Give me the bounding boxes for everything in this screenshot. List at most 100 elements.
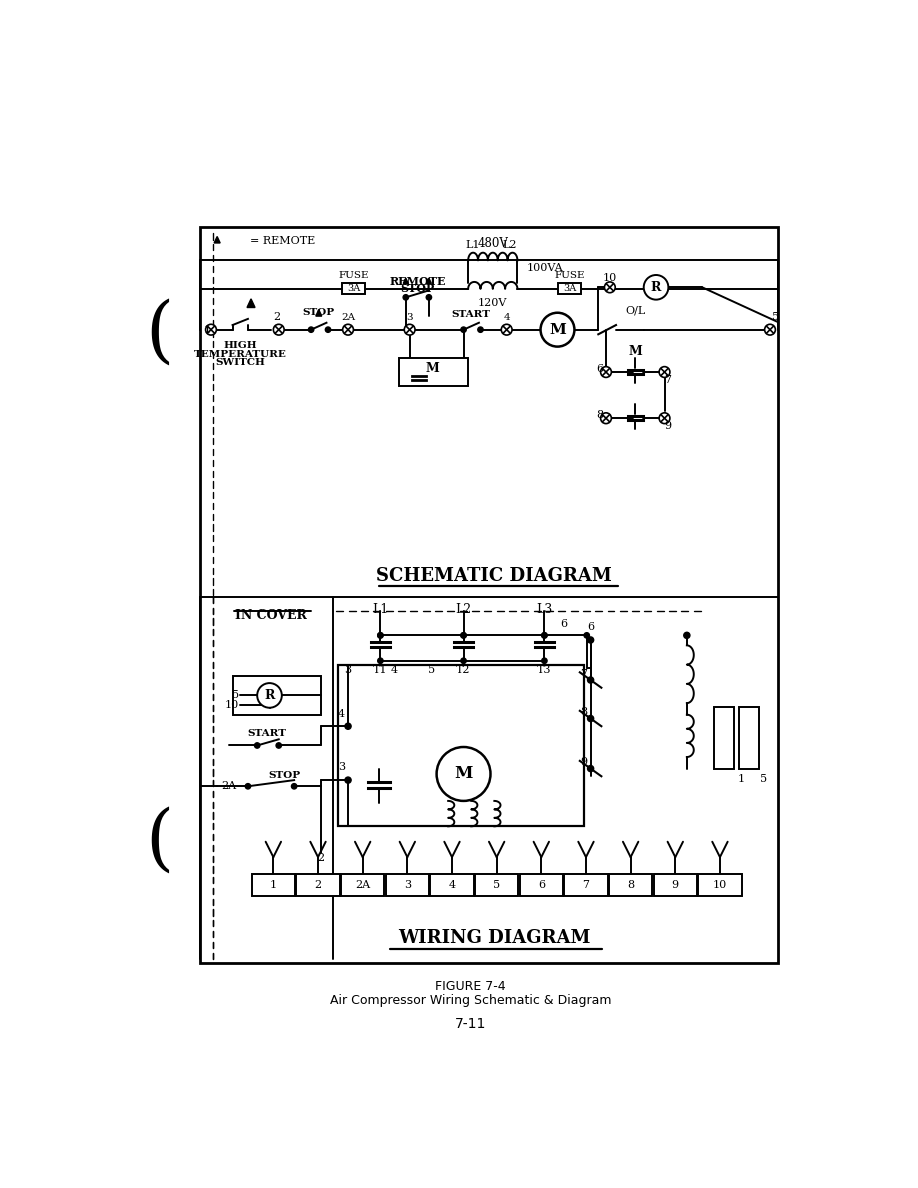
Text: 3A: 3A <box>347 284 360 293</box>
Circle shape <box>276 742 282 748</box>
Text: 120V: 120V <box>478 298 508 308</box>
Bar <box>431 874 474 896</box>
Text: 7-11: 7-11 <box>454 1017 487 1031</box>
Circle shape <box>765 324 776 335</box>
Bar <box>338 664 585 827</box>
Text: T2: T2 <box>456 664 471 675</box>
Text: L1: L1 <box>373 604 388 617</box>
Circle shape <box>403 295 409 301</box>
Circle shape <box>206 324 217 335</box>
Text: 7: 7 <box>580 669 588 678</box>
Circle shape <box>257 683 282 708</box>
Circle shape <box>542 633 547 638</box>
Polygon shape <box>316 310 322 316</box>
Text: T3: T3 <box>537 664 552 675</box>
Text: 2A: 2A <box>355 880 370 890</box>
Text: 9: 9 <box>580 758 588 767</box>
Text: 1: 1 <box>203 324 210 335</box>
Circle shape <box>542 633 547 638</box>
Circle shape <box>345 777 351 783</box>
Text: Air Compressor Wiring Schematic & Diagram: Air Compressor Wiring Schematic & Diagra… <box>330 994 611 1007</box>
Bar <box>297 874 340 896</box>
Text: 6: 6 <box>538 880 545 890</box>
Circle shape <box>437 747 490 801</box>
Text: 3: 3 <box>338 763 345 772</box>
Bar <box>252 874 295 896</box>
Text: 2A: 2A <box>341 312 355 322</box>
Text: STOP: STOP <box>400 283 434 295</box>
Text: 3: 3 <box>404 880 411 890</box>
Text: M: M <box>629 346 642 358</box>
Polygon shape <box>426 278 431 284</box>
Circle shape <box>659 413 670 424</box>
Circle shape <box>245 784 251 789</box>
Polygon shape <box>247 299 255 308</box>
Bar <box>565 874 608 896</box>
Text: 100VA: 100VA <box>527 263 564 273</box>
Text: FUSE: FUSE <box>554 271 585 279</box>
Text: 5: 5 <box>493 880 500 890</box>
Bar <box>398 358 468 386</box>
Circle shape <box>345 723 351 729</box>
Text: 7: 7 <box>583 880 589 890</box>
Text: WIRING DIAGRAM: WIRING DIAGRAM <box>398 929 590 947</box>
Bar <box>200 227 778 962</box>
Text: R: R <box>264 689 274 702</box>
Circle shape <box>274 324 285 335</box>
Text: START: START <box>248 728 286 738</box>
Text: 4: 4 <box>448 880 455 890</box>
Text: 1: 1 <box>270 880 277 890</box>
Bar <box>232 676 321 715</box>
Circle shape <box>377 633 383 638</box>
Text: SWITCH: SWITCH <box>216 358 265 367</box>
Bar <box>341 874 385 896</box>
Polygon shape <box>403 278 409 284</box>
Text: M: M <box>454 765 473 783</box>
Text: 10: 10 <box>603 273 617 284</box>
Text: 5: 5 <box>760 773 767 784</box>
Text: M: M <box>426 362 440 375</box>
Text: 9: 9 <box>664 422 671 431</box>
Text: 480V: 480V <box>477 238 509 251</box>
Text: 2: 2 <box>274 312 281 322</box>
Text: FIGURE 7-4: FIGURE 7-4 <box>435 980 506 993</box>
Text: 9: 9 <box>672 880 678 890</box>
Text: 5: 5 <box>231 690 239 701</box>
Text: R: R <box>651 280 661 293</box>
Text: TEMPERATURE: TEMPERATURE <box>194 349 286 359</box>
Text: 4: 4 <box>338 708 345 719</box>
Circle shape <box>477 327 483 333</box>
Text: 2: 2 <box>315 880 321 890</box>
Text: L1: L1 <box>465 240 480 251</box>
Bar <box>699 874 742 896</box>
Text: START: START <box>452 310 491 318</box>
Text: 7: 7 <box>664 375 671 385</box>
Polygon shape <box>214 236 220 244</box>
Circle shape <box>325 327 330 333</box>
Text: 1: 1 <box>737 773 744 784</box>
Text: STOP: STOP <box>269 771 301 781</box>
Text: = REMOTE: = REMOTE <box>251 236 316 246</box>
Bar <box>476 874 519 896</box>
Text: HIGH: HIGH <box>223 341 257 350</box>
Bar <box>739 707 759 769</box>
Circle shape <box>584 633 589 638</box>
Circle shape <box>404 324 415 335</box>
Circle shape <box>461 327 466 333</box>
Text: 8: 8 <box>580 707 588 718</box>
Circle shape <box>542 658 547 663</box>
Text: 2: 2 <box>318 853 325 864</box>
Text: 3: 3 <box>407 312 413 322</box>
Circle shape <box>461 633 466 638</box>
Bar <box>386 874 429 896</box>
Text: 8: 8 <box>596 410 603 421</box>
Circle shape <box>541 312 575 347</box>
Text: FUSE: FUSE <box>338 271 369 279</box>
Text: M: M <box>549 323 565 336</box>
Bar <box>558 284 581 295</box>
Text: 4: 4 <box>391 664 397 675</box>
Circle shape <box>588 677 594 683</box>
Text: 3A: 3A <box>563 284 577 293</box>
Circle shape <box>588 765 594 772</box>
Circle shape <box>461 633 466 638</box>
